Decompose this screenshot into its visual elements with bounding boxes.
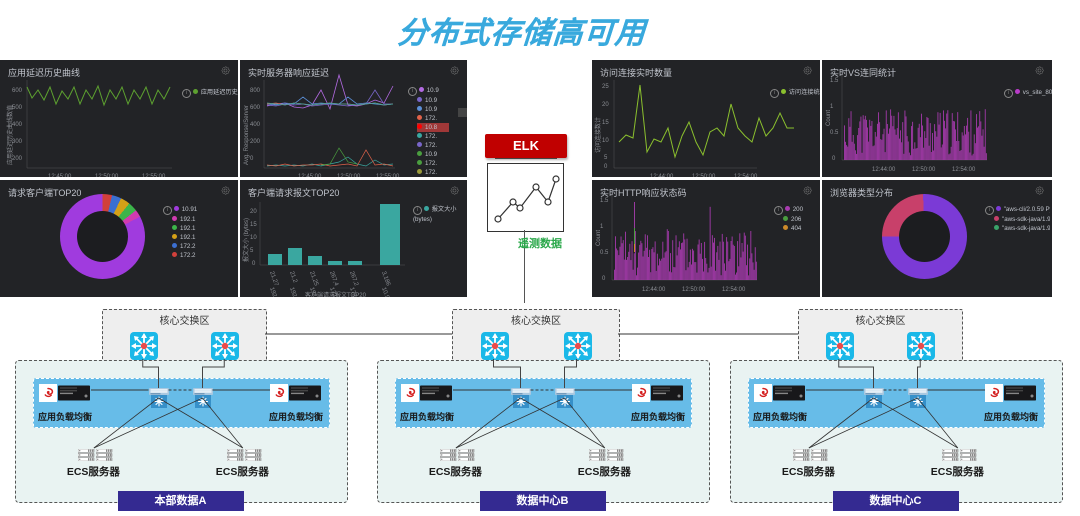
svg-text:600: 600 — [250, 105, 261, 111]
svg-text:5: 5 — [604, 155, 608, 161]
svg-text:1: 1 — [600, 224, 604, 230]
svg-text:12:54:00: 12:54:00 — [952, 167, 976, 173]
svg-text:12:50:00: 12:50:00 — [692, 174, 716, 177]
svg-text:应用延迟历史曲线数值: 应用延迟历史曲线数值 — [6, 105, 14, 165]
svg-text:600: 600 — [12, 88, 23, 94]
svg-text:192.16: 192.16 — [268, 287, 280, 297]
svg-text:12:54:00: 12:54:00 — [734, 174, 758, 177]
svg-text:Count: Count — [826, 110, 832, 126]
svg-text:800: 800 — [250, 88, 261, 94]
svg-text:0: 0 — [252, 261, 256, 267]
svg-text:12:55:00: 12:55:00 — [376, 174, 400, 177]
svg-text:20: 20 — [602, 102, 609, 108]
svg-text:12:44:00: 12:44:00 — [872, 167, 896, 173]
svg-text:0.5: 0.5 — [830, 130, 839, 136]
svg-text:267,2: 267,2 — [348, 271, 359, 288]
svg-text:25: 25 — [602, 84, 609, 90]
svg-text:10.91: 10.91 — [380, 287, 391, 297]
svg-text:10: 10 — [250, 235, 257, 241]
svg-text:Avg. Response/Server: Avg. Response/Server — [244, 105, 250, 165]
svg-text:12:50:00: 12:50:00 — [682, 287, 706, 293]
svg-text:12:44:00: 12:44:00 — [650, 174, 674, 177]
svg-text:0: 0 — [832, 156, 836, 162]
svg-text:12:50:00: 12:50:00 — [95, 174, 119, 177]
svg-text:12:55:00: 12:55:00 — [142, 174, 166, 177]
svg-text:访问连接数计: 访问连接数计 — [594, 117, 602, 153]
svg-text:0: 0 — [604, 164, 608, 170]
svg-text:20: 20 — [250, 209, 257, 215]
svg-text:267,4: 267,4 — [328, 271, 339, 288]
svg-text:1.5: 1.5 — [600, 198, 609, 204]
svg-text:1: 1 — [830, 104, 834, 110]
svg-text:1.5: 1.5 — [830, 78, 839, 84]
svg-text:12:50:00: 12:50:00 — [912, 167, 936, 173]
svg-text:12:45:00: 12:45:00 — [48, 174, 72, 177]
svg-text:192.16: 192.16 — [288, 287, 300, 297]
svg-text:21,27: 21,27 — [268, 271, 279, 288]
svg-text:12:54:00: 12:54:00 — [722, 287, 746, 293]
svg-text:12:44:00: 12:44:00 — [642, 287, 666, 293]
svg-text:21,2: 21,2 — [288, 271, 298, 285]
svg-text:10: 10 — [602, 138, 609, 144]
svg-text:0.5: 0.5 — [600, 250, 609, 256]
svg-text:200: 200 — [250, 139, 261, 145]
svg-text:12:45:00: 12:45:00 — [298, 174, 322, 177]
svg-text:5: 5 — [250, 248, 254, 254]
svg-text:12:50:00: 12:50:00 — [337, 174, 361, 177]
svg-text:15: 15 — [250, 222, 257, 228]
svg-text:400: 400 — [250, 122, 261, 128]
svg-text:3,186: 3,186 — [380, 271, 391, 288]
svg-text:报文大小 (bytes): 报文大小 (bytes) — [242, 218, 250, 262]
svg-text:15: 15 — [602, 120, 609, 126]
svg-text:Count: Count — [596, 230, 602, 246]
svg-text:0: 0 — [250, 156, 254, 162]
svg-text:21,25: 21,25 — [308, 271, 319, 288]
svg-text:0: 0 — [602, 276, 606, 282]
